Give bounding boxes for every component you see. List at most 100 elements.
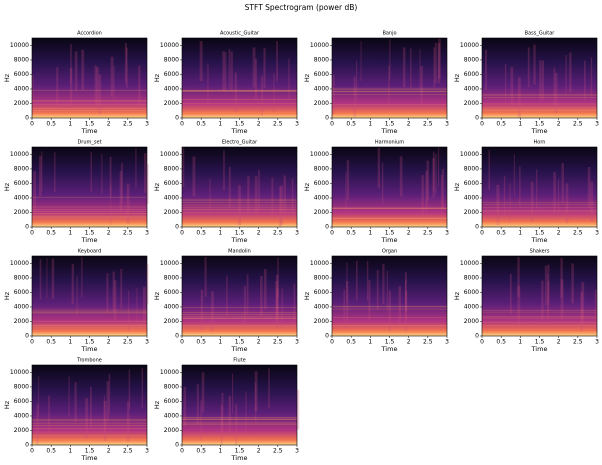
x-tick-label: 3 <box>145 448 149 455</box>
texture <box>224 51 227 92</box>
texture <box>360 41 362 82</box>
x-tick-label: 0.5 <box>196 230 206 237</box>
x-tick-label: 0 <box>180 121 184 128</box>
texture <box>182 147 185 188</box>
y-tick-label: 8000 <box>14 165 29 172</box>
y-axis-label: Hz <box>453 73 461 82</box>
texture <box>565 54 567 95</box>
texture <box>112 271 115 312</box>
chart-title: Trombone <box>76 358 102 364</box>
y-tick-label: 2000 <box>314 100 329 107</box>
texture <box>90 151 92 192</box>
y-tick-label: 2000 <box>464 318 479 325</box>
texture <box>547 264 550 305</box>
y-tick-label: 0 <box>475 115 479 122</box>
texture <box>143 286 146 327</box>
x-axis-label: Time <box>81 236 98 244</box>
x-axis-label: Time <box>81 345 98 353</box>
texture <box>547 280 550 321</box>
y-tick-label: 0 <box>325 333 329 340</box>
x-tick-label: 0.5 <box>346 230 356 237</box>
texture <box>68 376 70 417</box>
y-tick-label: 8000 <box>164 56 179 63</box>
chart-title: Drum_set <box>77 140 101 146</box>
texture <box>580 291 583 332</box>
x-tick-label: 2 <box>557 339 561 346</box>
texture <box>530 181 534 222</box>
y-tick-label: 8000 <box>464 165 479 172</box>
y-tick-label: 10000 <box>310 260 329 267</box>
texture <box>560 257 563 298</box>
y-tick-label: 10000 <box>160 151 179 158</box>
y-axis-label: Hz <box>153 182 161 191</box>
texture <box>517 285 521 326</box>
x-tick-label: 3 <box>445 230 449 237</box>
x-tick-label: 1 <box>518 339 522 346</box>
y-tick-label: 10000 <box>460 42 479 49</box>
y-tick-label: 4000 <box>164 412 179 419</box>
texture <box>36 404 39 445</box>
chart-title: Keyboard <box>78 249 102 255</box>
y-axis-label: Hz <box>153 400 161 409</box>
y-tick-label: 10000 <box>160 42 179 49</box>
x-tick-label: 2.5 <box>273 448 283 455</box>
texture <box>273 73 275 114</box>
texture <box>228 395 231 436</box>
texture <box>136 287 138 328</box>
texture <box>539 60 542 101</box>
texture <box>571 263 574 304</box>
texture <box>402 47 406 88</box>
texture <box>96 67 99 108</box>
spectrogram-image <box>332 256 447 336</box>
y-axis-label: Hz <box>303 182 311 191</box>
texture <box>332 74 335 115</box>
y-tick-label: 6000 <box>464 180 479 187</box>
texture <box>527 47 530 88</box>
y-tick-label: 8000 <box>14 274 29 281</box>
y-tick-label: 10000 <box>460 151 479 158</box>
y-tick-label: 10000 <box>310 42 329 49</box>
x-tick-label: 2 <box>257 448 261 455</box>
x-tick-label: 1.5 <box>85 339 95 346</box>
texture <box>437 147 440 188</box>
texture <box>211 291 214 332</box>
texture <box>39 156 42 197</box>
chart-title: Electro_Guitar <box>222 140 258 146</box>
texture <box>565 183 569 224</box>
y-tick-label: 4000 <box>14 303 29 310</box>
texture <box>119 171 123 212</box>
texture <box>231 373 234 414</box>
x-tick-label: 1 <box>518 121 522 128</box>
texture <box>113 65 115 106</box>
texture <box>199 41 203 82</box>
texture <box>382 263 385 304</box>
y-axis-label: Hz <box>3 73 11 82</box>
texture <box>54 152 56 193</box>
y-tick-label: 6000 <box>164 289 179 296</box>
x-tick-label: 1.5 <box>235 230 245 237</box>
y-tick-label: 6000 <box>464 71 479 78</box>
spectrogram-image <box>182 38 297 118</box>
y-tick-label: 2000 <box>314 209 329 216</box>
texture <box>517 257 520 298</box>
y-tick-label: 0 <box>325 224 329 231</box>
x-tick-label: 1.5 <box>85 121 95 128</box>
texture <box>258 169 260 210</box>
texture <box>283 175 286 216</box>
x-tick-label: 0 <box>180 339 184 346</box>
x-tick-label: 3 <box>445 339 449 346</box>
y-tick-label: 8000 <box>314 56 329 63</box>
spectrogram-image <box>182 256 297 336</box>
texture <box>437 43 441 84</box>
x-tick-label: 2.5 <box>123 121 133 128</box>
texture <box>557 179 560 220</box>
texture <box>76 275 78 316</box>
texture <box>438 38 441 79</box>
x-tick-label: 2.5 <box>573 339 583 346</box>
chart-title: Shakers <box>530 249 550 255</box>
y-tick-label: 10000 <box>10 151 29 158</box>
texture <box>126 401 130 442</box>
y-tick-label: 0 <box>25 115 29 122</box>
x-tick-label: 0 <box>30 339 34 346</box>
x-tick-label: 3 <box>295 339 299 346</box>
